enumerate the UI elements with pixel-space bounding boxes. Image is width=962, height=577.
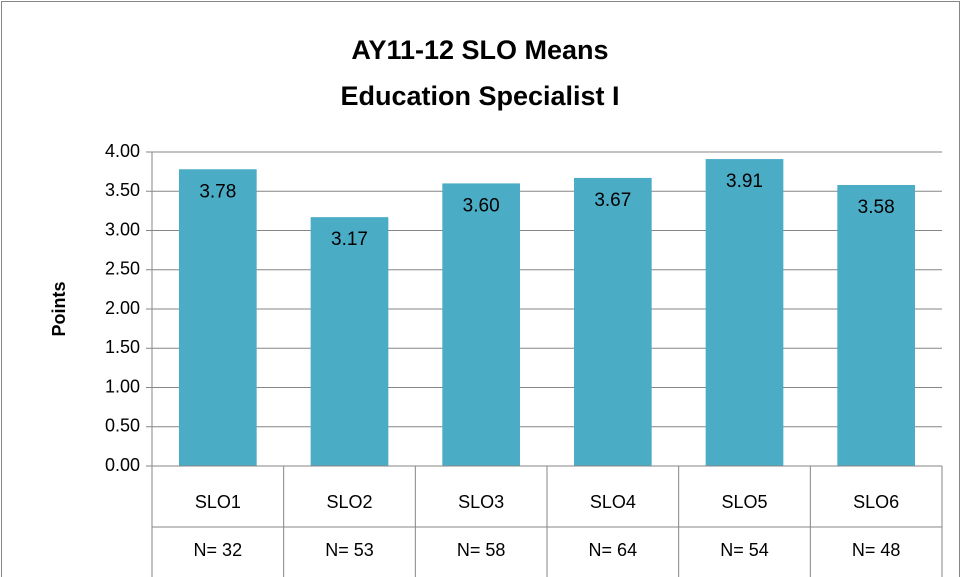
data-label: 3.91 (726, 171, 763, 192)
data-label: 3.60 (463, 195, 500, 216)
y-tick-label: 3.50 (105, 180, 140, 200)
x-sub-label: N= 53 (325, 540, 374, 560)
y-tick-label: 4.00 (105, 141, 140, 161)
bar (310, 217, 389, 466)
y-tick-label: 3.00 (105, 219, 140, 239)
data-label: 3.67 (594, 190, 631, 211)
y-tick-label: 2.00 (105, 298, 140, 318)
data-label: 3.78 (199, 181, 236, 202)
x-tick-label: SLO4 (590, 492, 636, 512)
x-sub-label: N= 48 (852, 540, 901, 560)
y-tick-label: 0.00 (105, 455, 140, 475)
y-axis-label: Points (49, 281, 69, 336)
chart-title: AY11-12 SLO Means (351, 35, 608, 65)
y-tick-label: 2.50 (105, 259, 140, 279)
x-tick-label: SLO6 (853, 492, 899, 512)
bar (442, 183, 521, 466)
x-tick-label: SLO2 (326, 492, 372, 512)
x-sub-label: N= 54 (720, 540, 769, 560)
bar (705, 159, 784, 466)
x-tick-label: SLO3 (458, 492, 504, 512)
x-tick-label: SLO1 (195, 492, 241, 512)
y-tick-label: 1.50 (105, 337, 140, 357)
x-sub-label: N= 64 (589, 540, 638, 560)
bar (178, 169, 257, 466)
x-tick-label: SLO5 (721, 492, 767, 512)
x-sub-label: N= 58 (457, 540, 506, 560)
data-label: 3.17 (331, 229, 368, 250)
bar (573, 177, 652, 466)
bar (837, 184, 916, 466)
y-tick-label: 1.00 (105, 376, 140, 396)
y-tick-label: 0.50 (105, 416, 140, 436)
data-label: 3.58 (858, 197, 895, 218)
x-sub-label: N= 32 (194, 540, 243, 560)
chart-title: Education Specialist I (340, 81, 619, 111)
